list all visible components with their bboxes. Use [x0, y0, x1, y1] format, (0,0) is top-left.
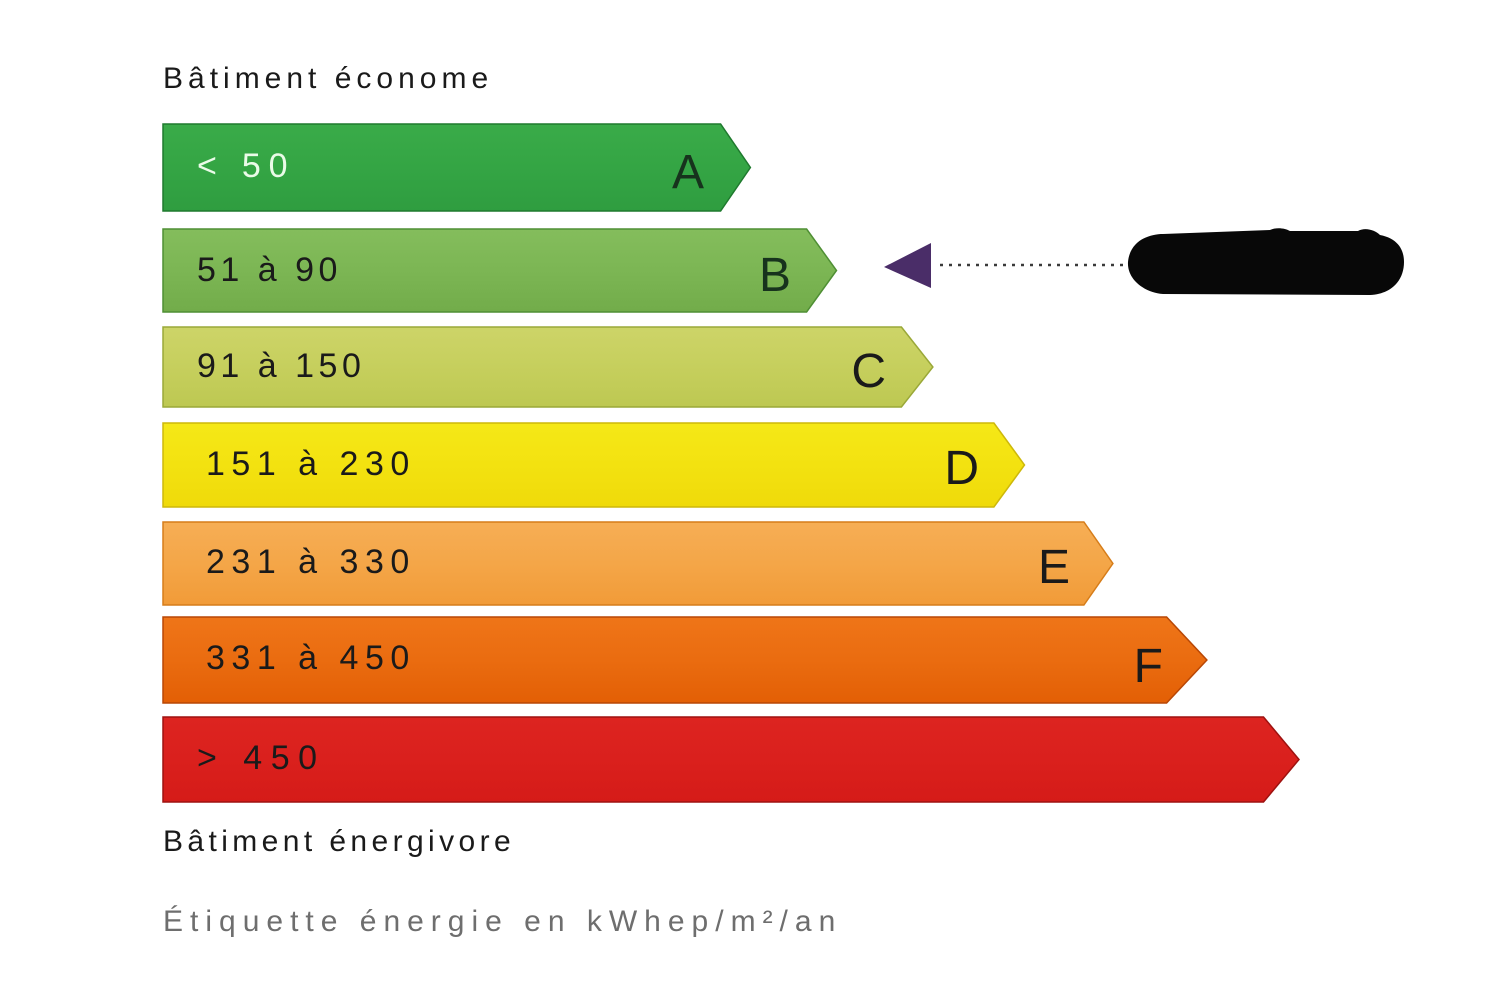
svg-text:151 à 230: 151 à 230	[206, 445, 416, 483]
svg-text:B: B	[759, 249, 791, 302]
svg-text:< 50: < 50	[197, 147, 295, 185]
svg-text:Bâtiment énergivore: Bâtiment énergivore	[163, 825, 515, 858]
svg-text:E: E	[1038, 541, 1070, 594]
svg-text:C: C	[851, 345, 886, 398]
svg-text:F: F	[1134, 640, 1163, 693]
svg-text:Bâtiment économe: Bâtiment économe	[163, 62, 493, 95]
svg-text:231 à 330: 231 à 330	[206, 543, 416, 581]
svg-text:> 450: > 450	[197, 739, 326, 777]
svg-text:331 à 450: 331 à 450	[206, 639, 416, 677]
svg-text:91 à 150: 91 à 150	[197, 347, 365, 385]
svg-text:A: A	[672, 146, 704, 199]
svg-text:51 à 90: 51 à 90	[197, 251, 342, 289]
svg-text:Étiquette énergie en kWhep/m²/: Étiquette énergie en kWhep/m²/an	[163, 905, 842, 938]
svg-text:D: D	[944, 442, 979, 495]
